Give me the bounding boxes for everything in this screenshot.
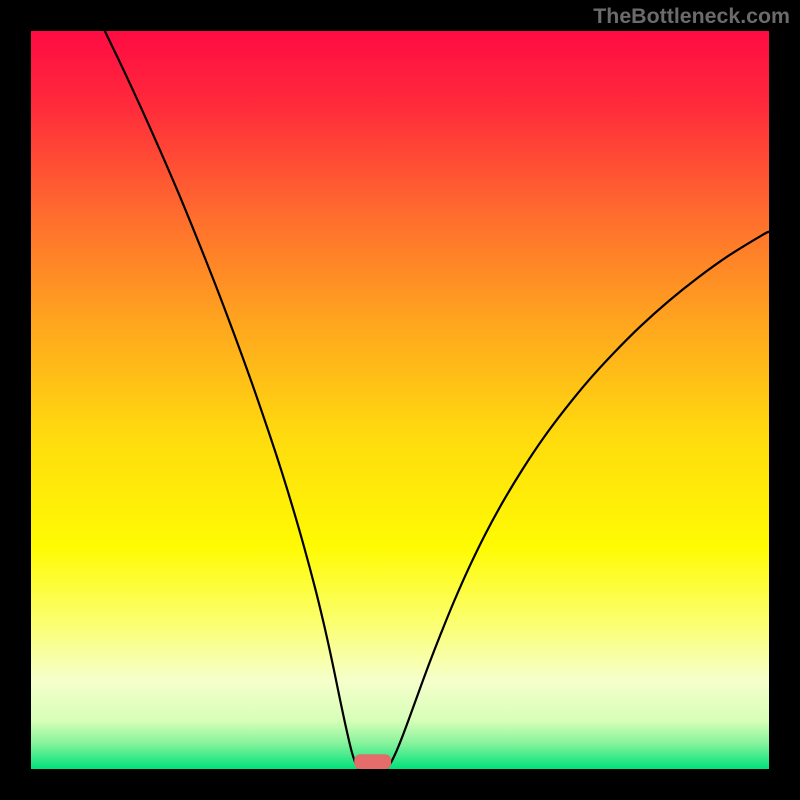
plot-background: [31, 31, 769, 769]
optimal-marker: [354, 754, 391, 769]
watermark-text: TheBottleneck.com: [593, 4, 790, 29]
chart-container: { "watermark": { "text": "TheBottleneck.…: [0, 0, 800, 800]
bottleneck-plot: [0, 0, 800, 800]
